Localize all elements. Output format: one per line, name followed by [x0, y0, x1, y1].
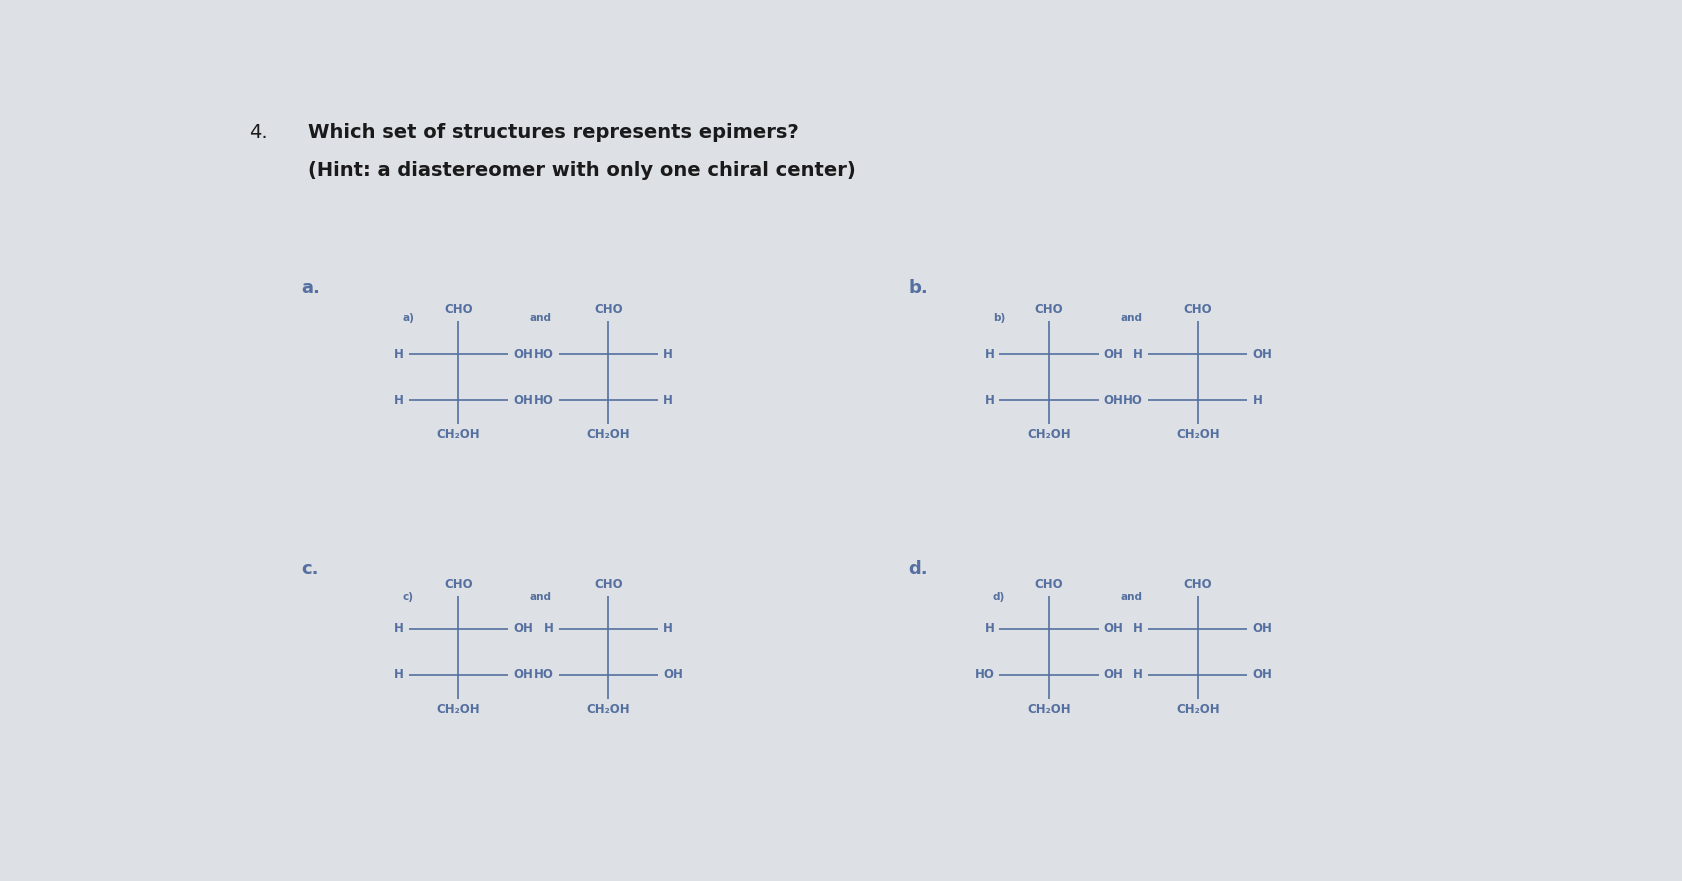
Text: OH: OH: [1103, 394, 1124, 407]
Text: CHO: CHO: [594, 578, 622, 591]
Text: (Hint: a diastereomer with only one chiral center): (Hint: a diastereomer with only one chir…: [308, 161, 856, 181]
Text: CH₂OH: CH₂OH: [436, 703, 479, 716]
Text: HO: HO: [1122, 394, 1142, 407]
Text: HO: HO: [533, 347, 553, 360]
Text: H: H: [394, 347, 404, 360]
Text: H: H: [663, 394, 673, 407]
Text: Which set of structures represents epimers?: Which set of structures represents epime…: [308, 122, 799, 142]
Text: and: and: [1120, 592, 1142, 602]
Text: OH: OH: [1251, 622, 1272, 635]
Text: d.: d.: [908, 560, 927, 578]
Text: H: H: [984, 394, 994, 407]
Text: OH: OH: [1103, 622, 1124, 635]
Text: OH: OH: [1251, 347, 1272, 360]
Text: HO: HO: [533, 669, 553, 681]
Text: CH₂OH: CH₂OH: [436, 428, 479, 441]
Text: OH: OH: [1103, 347, 1124, 360]
Text: H: H: [1132, 622, 1142, 635]
Text: CH₂OH: CH₂OH: [1026, 428, 1070, 441]
Text: c): c): [402, 592, 412, 602]
Text: b.: b.: [908, 278, 927, 297]
Text: CHO: CHO: [444, 578, 473, 591]
Text: OH: OH: [663, 669, 683, 681]
Text: CH₂OH: CH₂OH: [1026, 703, 1070, 716]
Text: c.: c.: [301, 560, 320, 578]
Text: H: H: [1132, 347, 1142, 360]
Text: d): d): [992, 592, 1004, 602]
Text: OH: OH: [513, 622, 533, 635]
Text: b): b): [992, 313, 1004, 322]
Text: HO: HO: [533, 394, 553, 407]
Text: H: H: [1132, 669, 1142, 681]
Text: and: and: [530, 313, 552, 322]
Text: OH: OH: [1251, 669, 1272, 681]
Text: H: H: [394, 622, 404, 635]
Text: a): a): [402, 313, 414, 322]
Text: OH: OH: [1103, 669, 1124, 681]
Text: CHO: CHO: [1182, 303, 1211, 316]
Text: H: H: [663, 347, 673, 360]
Text: CHO: CHO: [1034, 303, 1063, 316]
Text: a.: a.: [301, 278, 320, 297]
Text: H: H: [1251, 394, 1262, 407]
Text: CH₂OH: CH₂OH: [1176, 703, 1219, 716]
Text: OH: OH: [513, 347, 533, 360]
Text: CHO: CHO: [1182, 578, 1211, 591]
Text: HO: HO: [974, 669, 994, 681]
Text: H: H: [984, 622, 994, 635]
Text: OH: OH: [513, 394, 533, 407]
Text: H: H: [394, 669, 404, 681]
Text: H: H: [663, 622, 673, 635]
Text: OH: OH: [513, 669, 533, 681]
Text: H: H: [394, 394, 404, 407]
Text: CH₂OH: CH₂OH: [585, 703, 629, 716]
Text: CHO: CHO: [444, 303, 473, 316]
Text: CHO: CHO: [594, 303, 622, 316]
Text: CHO: CHO: [1034, 578, 1063, 591]
Text: and: and: [1120, 313, 1142, 322]
Text: H: H: [984, 347, 994, 360]
Text: CH₂OH: CH₂OH: [1176, 428, 1219, 441]
Text: CH₂OH: CH₂OH: [585, 428, 629, 441]
Text: H: H: [543, 622, 553, 635]
Text: 4.: 4.: [249, 122, 267, 142]
Text: and: and: [530, 592, 552, 602]
